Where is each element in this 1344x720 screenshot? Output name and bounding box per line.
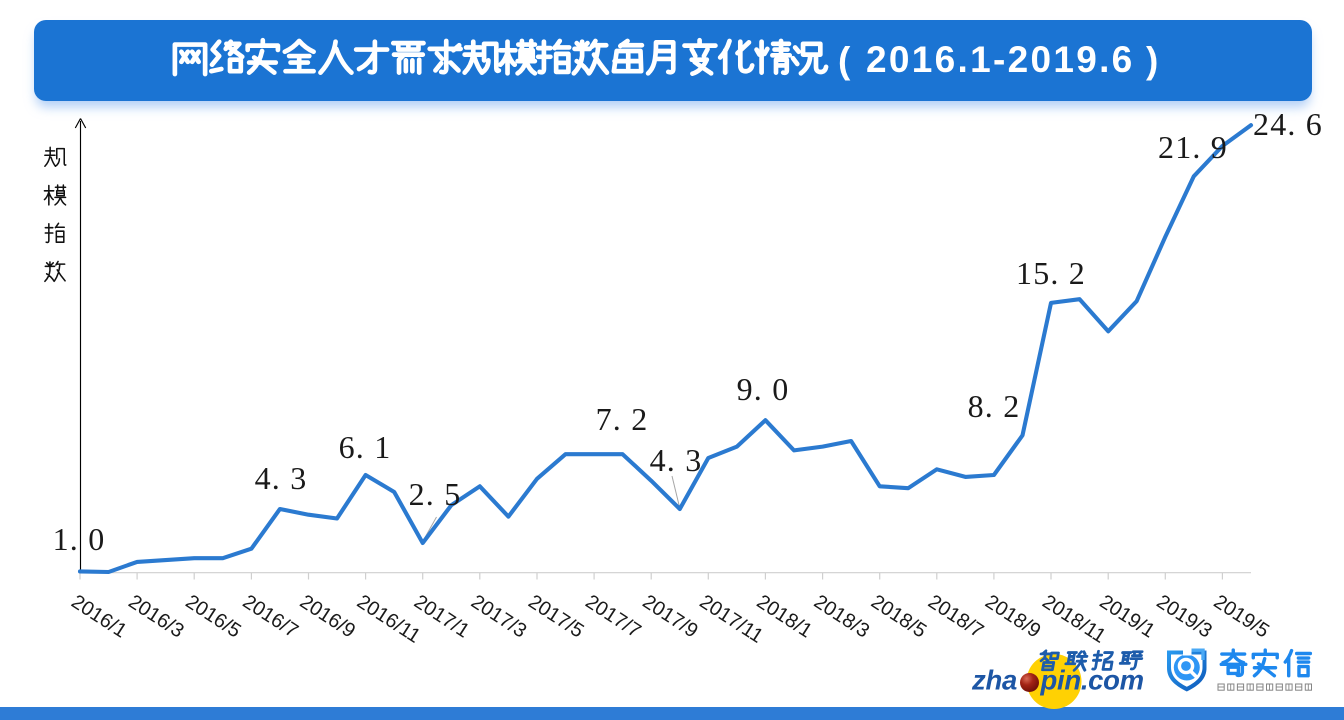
svg-text:2017/11: 2017/11 xyxy=(696,591,767,648)
svg-text:2017/7: 2017/7 xyxy=(581,591,644,643)
svg-text:(: ( xyxy=(838,40,853,81)
svg-text:2017/3: 2017/3 xyxy=(467,591,530,643)
svg-text:6. 1: 6. 1 xyxy=(339,429,392,465)
svg-text:2018/5: 2018/5 xyxy=(867,591,930,643)
svg-text:2016/3: 2016/3 xyxy=(124,591,187,643)
svg-text:2016.1-2019.6: 2016.1-2019.6 xyxy=(866,39,1135,80)
svg-text:2019/3: 2019/3 xyxy=(1153,591,1216,643)
svg-text:zha: zha xyxy=(971,665,1017,696)
svg-text:pin.com: pin.com xyxy=(1040,665,1144,696)
svg-text:2017/9: 2017/9 xyxy=(638,591,701,643)
svg-text:2018/3: 2018/3 xyxy=(810,591,873,643)
svg-text:2016/5: 2016/5 xyxy=(181,591,244,643)
svg-text:2016/1: 2016/1 xyxy=(67,591,130,643)
svg-text:2. 5: 2. 5 xyxy=(409,476,462,512)
svg-text:2018/9: 2018/9 xyxy=(981,591,1044,643)
svg-text:2019/5: 2019/5 xyxy=(1210,591,1273,643)
svg-text:15. 2: 15. 2 xyxy=(1016,255,1086,291)
svg-text:9. 0: 9. 0 xyxy=(737,371,790,407)
svg-text:2018/11: 2018/11 xyxy=(1038,591,1109,648)
svg-text:21. 9: 21. 9 xyxy=(1158,129,1228,165)
svg-text:2018/7: 2018/7 xyxy=(924,591,987,643)
svg-text:4. 3: 4. 3 xyxy=(255,460,308,496)
svg-text:): ) xyxy=(1146,40,1161,81)
svg-text:7. 2: 7. 2 xyxy=(596,401,649,437)
svg-text:2017/5: 2017/5 xyxy=(524,591,587,643)
svg-text:2016/9: 2016/9 xyxy=(296,591,359,643)
svg-text:4. 3: 4. 3 xyxy=(650,442,703,478)
svg-text:2016/7: 2016/7 xyxy=(239,591,302,643)
svg-text:1. 0: 1. 0 xyxy=(53,521,106,557)
svg-text:2016/11: 2016/11 xyxy=(353,591,424,648)
svg-text:24. 6: 24. 6 xyxy=(1253,106,1323,142)
svg-text:8. 2: 8. 2 xyxy=(968,388,1021,424)
